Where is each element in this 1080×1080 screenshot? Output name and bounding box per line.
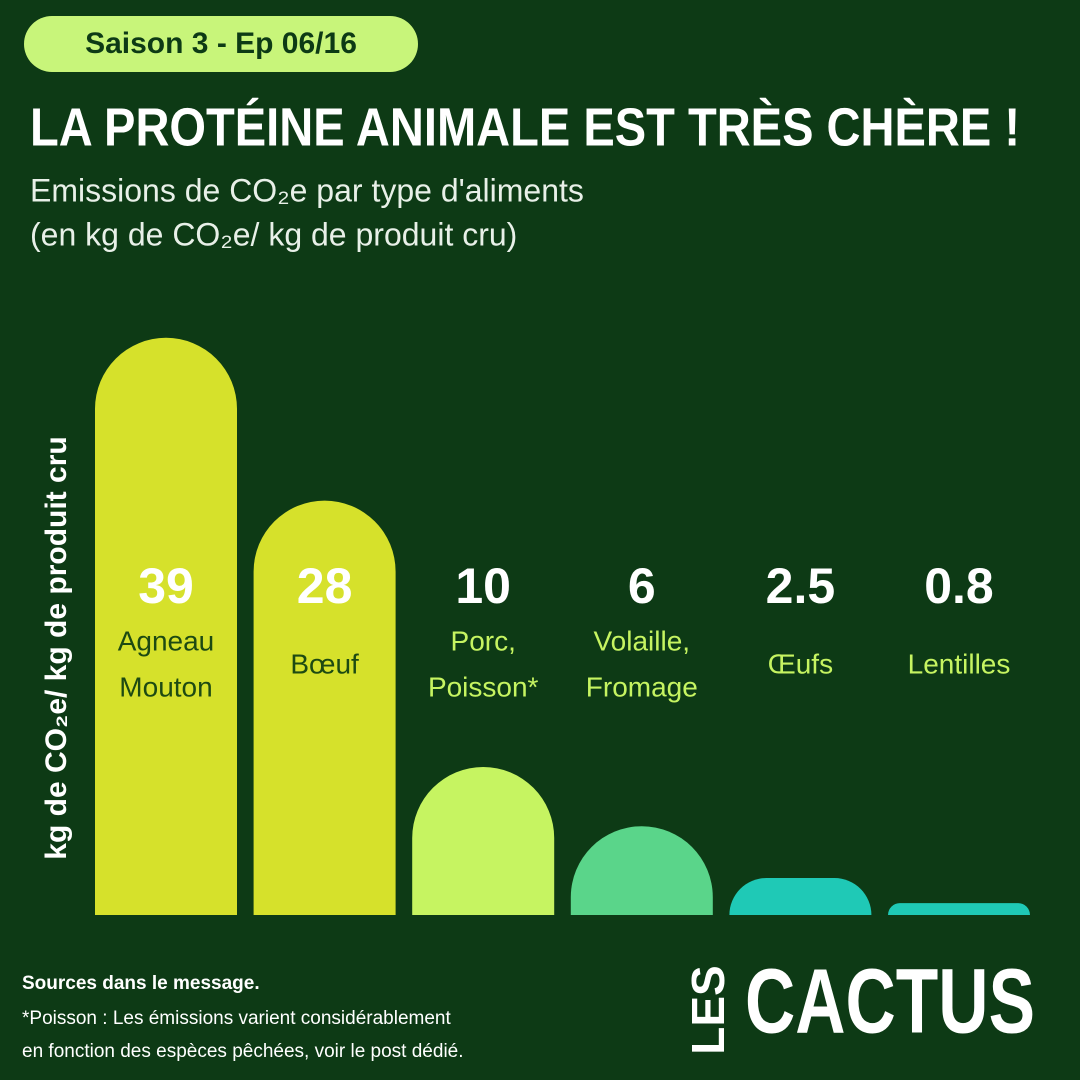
bar bbox=[888, 903, 1030, 915]
bar bbox=[729, 878, 872, 915]
subtitle: Emissions de CO₂e par type d'aliments bbox=[30, 172, 584, 208]
badge: Saison 3 - Ep 06/16 bbox=[85, 27, 357, 60]
footnote: en fonction des espèces pêchées, voir le… bbox=[22, 1041, 464, 1062]
value-label: 0.8 bbox=[924, 558, 994, 614]
sources: Sources dans le message. bbox=[22, 973, 260, 994]
brand-small: LES bbox=[682, 965, 734, 1054]
value-label: 10 bbox=[455, 558, 511, 614]
badge-bg bbox=[24, 16, 418, 72]
footnote: *Poisson : Les émissions varient considé… bbox=[22, 1008, 451, 1029]
chart-title: LA PROTÉINE ANIMALE EST TRÈS CHÈRE ! bbox=[30, 97, 1020, 157]
category-label: Bœuf bbox=[290, 648, 359, 679]
bar bbox=[412, 767, 555, 915]
category-label: Porc, bbox=[451, 625, 516, 656]
value-label: 6 bbox=[628, 558, 656, 614]
value-label: 2.5 bbox=[766, 558, 836, 614]
category-label: Agneau bbox=[118, 625, 215, 656]
value-label: 28 bbox=[297, 558, 353, 614]
category-label: Poisson* bbox=[428, 671, 539, 702]
y-axis-label: kg de CO₂e/ kg de produit cru bbox=[40, 436, 73, 859]
category-label: Lentilles bbox=[908, 648, 1011, 679]
category-label: Œufs bbox=[768, 648, 833, 679]
value-label: 39 bbox=[138, 558, 194, 614]
category-label: Fromage bbox=[586, 671, 698, 702]
bar bbox=[253, 500, 396, 915]
category-label: Volaille, bbox=[594, 625, 691, 656]
subtitle: (en kg de CO₂e/ kg de produit cru) bbox=[30, 216, 517, 252]
bar bbox=[95, 337, 237, 915]
brand: CACTUS bbox=[745, 950, 1035, 1052]
bar bbox=[570, 826, 713, 915]
category-label: Mouton bbox=[119, 671, 212, 702]
